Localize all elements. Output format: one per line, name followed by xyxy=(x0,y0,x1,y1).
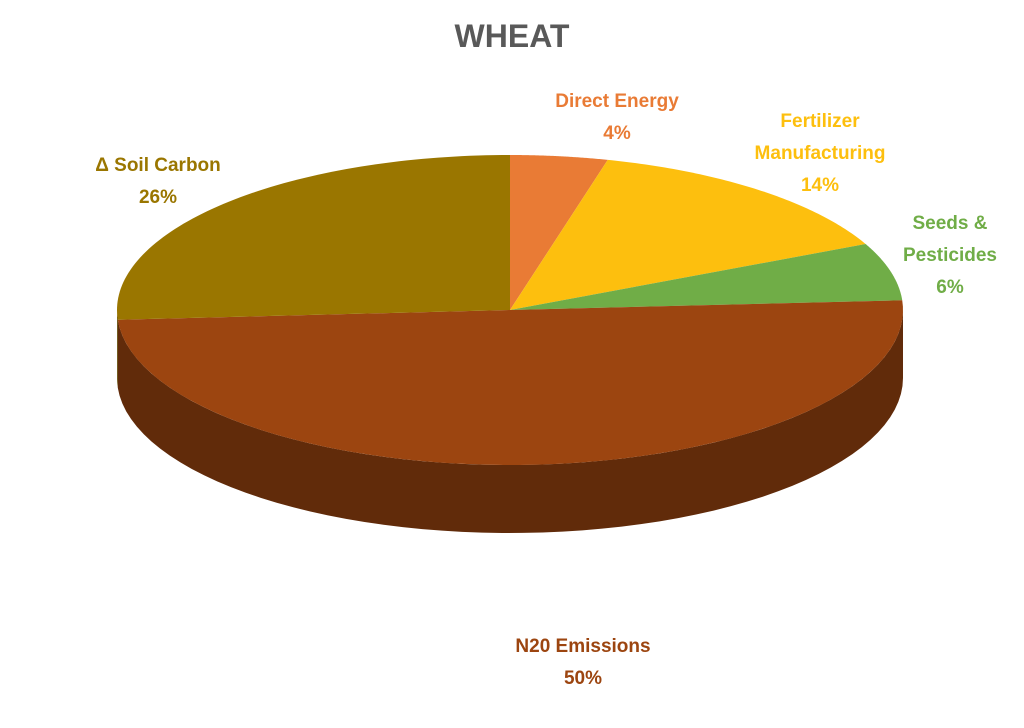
slice-name: Δ Soil Carbon xyxy=(95,155,221,176)
slice-name: Seeds & Pesticides xyxy=(903,213,997,266)
slice-name: Direct Energy xyxy=(555,91,679,112)
slice xyxy=(510,244,903,310)
data-label: N20 Emissions 50% xyxy=(458,631,708,695)
slice-percent: 14% xyxy=(800,175,840,196)
data-label: Δ Soil Carbon 26% xyxy=(33,150,283,214)
slice-name: Fertilizer Manufacturing xyxy=(754,111,886,164)
data-label: Direct Energy 4% xyxy=(492,86,742,150)
chart-title: WHEAT xyxy=(454,18,570,54)
data-label: Seeds & Pesticides 6% xyxy=(890,208,1010,304)
slice xyxy=(510,155,608,310)
slice xyxy=(117,300,903,465)
slice xyxy=(117,155,510,320)
slice-name: N20 Emissions xyxy=(515,636,651,657)
slice-percent: 6% xyxy=(936,277,964,298)
slice xyxy=(510,159,866,310)
slice-percent: 26% xyxy=(138,187,178,208)
slice-side xyxy=(117,310,903,533)
slice-percent: 4% xyxy=(603,123,631,144)
slice-side xyxy=(117,310,118,388)
data-label: Fertilizer Manufacturing 14% xyxy=(730,106,910,202)
slice-percent: 50% xyxy=(563,668,603,689)
